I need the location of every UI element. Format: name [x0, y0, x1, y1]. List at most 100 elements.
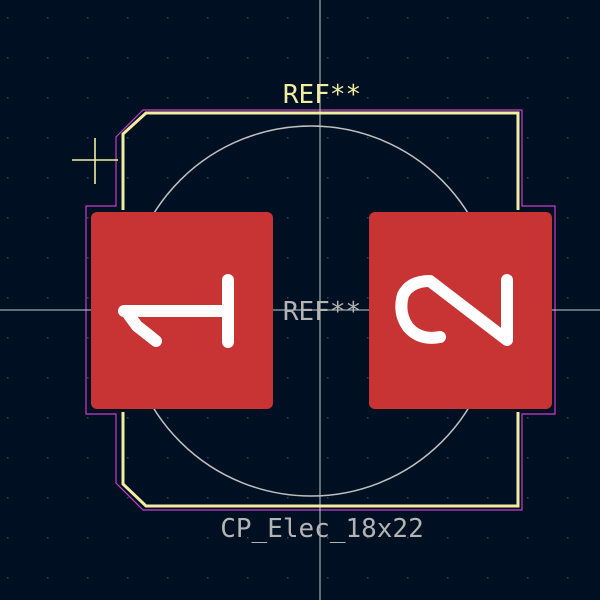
grid-dot: [447, 537, 449, 539]
grid-dot: [87, 497, 89, 499]
silkscreen-outline: [121, 111, 520, 508]
grid-dot: [287, 97, 289, 99]
grid-dot: [287, 297, 289, 299]
grid-dot: [487, 97, 489, 99]
grid-dot: [207, 177, 209, 179]
grid-dot: [167, 417, 169, 419]
grid-dot: [527, 417, 529, 419]
grid-dot: [287, 217, 289, 219]
grid-dot: [207, 537, 209, 539]
grid-dot: [207, 417, 209, 419]
grid-dot: [47, 377, 49, 379]
grid-dot: [7, 177, 9, 179]
grid-dot: [367, 297, 369, 299]
grid-dot: [127, 577, 129, 579]
grid-dot: [247, 57, 249, 59]
pad-2[interactable]: [369, 212, 552, 409]
grid-dot: [127, 457, 129, 459]
grid-dot: [567, 17, 569, 19]
pad-1[interactable]: [91, 212, 273, 409]
footprint-value-label: CP_Elec_18x22: [220, 514, 424, 544]
grid-dot: [7, 57, 9, 59]
grid-dot: [327, 57, 329, 59]
grid-dot: [367, 137, 369, 139]
grid-dot: [327, 457, 329, 459]
grid-dot: [487, 177, 489, 179]
grid-dot: [487, 497, 489, 499]
grid-dot: [487, 137, 489, 139]
grid-dot: [367, 537, 369, 539]
grid-dot: [567, 137, 569, 139]
grid-dot: [327, 417, 329, 419]
grid-dot: [127, 97, 129, 99]
grid-dot: [567, 497, 569, 499]
grid-dot: [287, 337, 289, 339]
grid-dot: [87, 217, 89, 219]
grid-dot: [127, 417, 129, 419]
grid-dot: [87, 337, 89, 339]
grid-dot: [367, 337, 369, 339]
grid-dot: [127, 57, 129, 59]
grid-dot: [87, 377, 89, 379]
grid-dot: [567, 337, 569, 339]
grid-dot: [407, 57, 409, 59]
reference-designator-top: REF**: [283, 80, 361, 110]
grid-dot: [327, 377, 329, 379]
grid-dot: [47, 137, 49, 139]
grid-dot: [527, 457, 529, 459]
grid-dot: [367, 57, 369, 59]
grid-dot: [487, 417, 489, 419]
grid-dot: [447, 497, 449, 499]
grid-dot: [7, 337, 9, 339]
grid-dot: [47, 177, 49, 179]
grid-dot: [407, 537, 409, 539]
grid-dot: [167, 457, 169, 459]
grid-dot: [367, 577, 369, 579]
grid-dot: [47, 297, 49, 299]
grid-dot: [567, 97, 569, 99]
grid-dot: [167, 17, 169, 19]
grid-dot: [167, 57, 169, 59]
grid-dot: [527, 97, 529, 99]
grid-dot: [527, 17, 529, 19]
grid-dot: [327, 577, 329, 579]
grid-dot: [7, 17, 9, 19]
grid-dot: [7, 577, 9, 579]
grid-dot: [87, 177, 89, 179]
grid-dot: [447, 17, 449, 19]
grid-dot: [407, 17, 409, 19]
grid-dot: [567, 57, 569, 59]
pad-1-number: [118, 274, 234, 348]
grid-dot: [487, 457, 489, 459]
grid-dot: [447, 417, 449, 419]
grid-dot: [47, 217, 49, 219]
grid-dot: [567, 457, 569, 459]
grid-dot: [167, 497, 169, 499]
grid-dot: [527, 137, 529, 139]
grid-dot: [527, 497, 529, 499]
grid-dot: [287, 457, 289, 459]
grid-dot: [367, 217, 369, 219]
grid-dot: [87, 297, 89, 299]
grid-dot: [447, 457, 449, 459]
grid-dot: [127, 137, 129, 139]
grid-dot: [207, 457, 209, 459]
grid-dot: [47, 257, 49, 259]
grid-dot: [87, 537, 89, 539]
grid-dot: [87, 257, 89, 259]
grid-dot: [7, 217, 9, 219]
grid-dot: [247, 97, 249, 99]
grid-dot: [567, 297, 569, 299]
grid-dot: [287, 377, 289, 379]
grid-dot: [47, 17, 49, 19]
grid-dot: [247, 577, 249, 579]
grid-dot: [127, 17, 129, 19]
grid-dot: [7, 457, 9, 459]
grid-dot: [287, 497, 289, 499]
grid-dot: [167, 577, 169, 579]
grid-dot: [367, 17, 369, 19]
grid-dot: [287, 257, 289, 259]
pad-2-number: [395, 274, 513, 346]
